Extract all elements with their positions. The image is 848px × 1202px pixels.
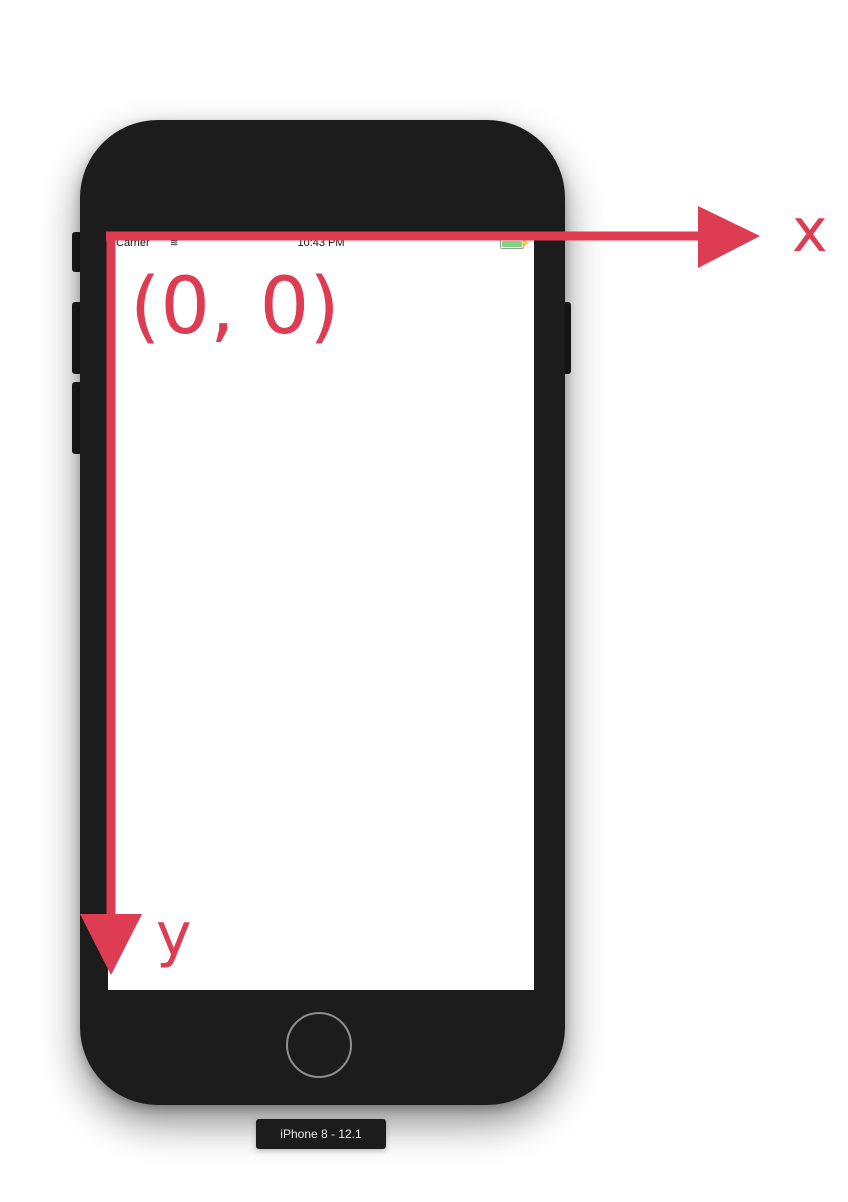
x-axis-label: x [792,196,828,266]
y-axis-label: y [156,900,192,970]
power-button [563,302,571,374]
device-screen[interactable]: Carrier ≋ 10:43 PM ⚡ [108,236,534,990]
battery-level [502,241,522,247]
origin-label: (0, 0) [130,262,340,352]
volume-down-button [72,382,82,454]
mute-switch [72,232,82,272]
status-bar: Carrier ≋ 10:43 PM ⚡ [108,236,534,250]
charging-bolt-icon: ⚡ [519,238,531,248]
status-time: 10:43 PM [297,237,345,249]
device-label: iPhone 8 - 12.1 [256,1119,386,1149]
wifi-icon: ≋ [170,238,179,249]
volume-up-button [72,302,82,374]
home-button[interactable] [286,1012,352,1078]
x-axis-arrowhead [698,206,760,268]
